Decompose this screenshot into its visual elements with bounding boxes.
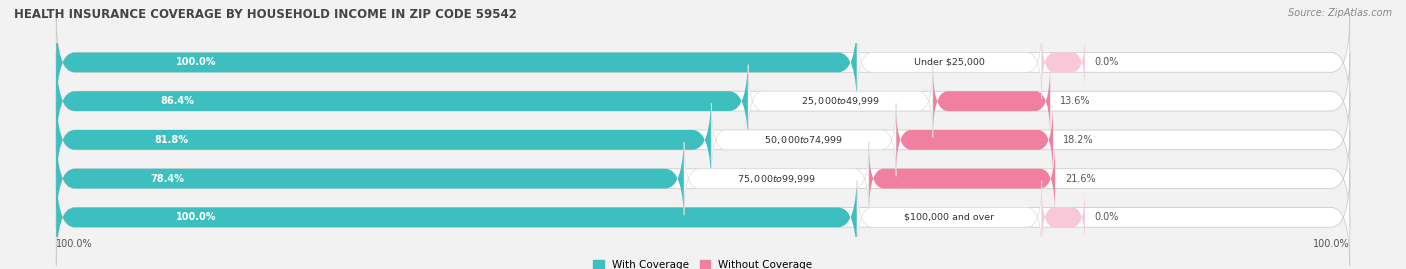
Text: $100,000 and over: $100,000 and over (904, 213, 994, 222)
Text: 21.6%: 21.6% (1064, 174, 1095, 184)
Legend: With Coverage, Without Coverage: With Coverage, Without Coverage (589, 256, 817, 269)
Text: Under $25,000: Under $25,000 (914, 58, 984, 67)
Text: 100.0%: 100.0% (1313, 239, 1350, 249)
Text: $25,000 to $49,999: $25,000 to $49,999 (801, 95, 880, 107)
FancyBboxPatch shape (56, 130, 1350, 227)
FancyBboxPatch shape (748, 65, 932, 138)
Text: 13.6%: 13.6% (1060, 96, 1091, 106)
Text: 0.0%: 0.0% (1095, 212, 1119, 222)
FancyBboxPatch shape (685, 142, 869, 215)
FancyBboxPatch shape (56, 92, 1350, 188)
FancyBboxPatch shape (869, 142, 1054, 215)
FancyBboxPatch shape (56, 92, 711, 188)
Text: Source: ZipAtlas.com: Source: ZipAtlas.com (1288, 8, 1392, 18)
Text: 100.0%: 100.0% (56, 239, 93, 249)
Text: HEALTH INSURANCE COVERAGE BY HOUSEHOLD INCOME IN ZIP CODE 59542: HEALTH INSURANCE COVERAGE BY HOUSEHOLD I… (14, 8, 517, 21)
FancyBboxPatch shape (932, 65, 1050, 138)
FancyBboxPatch shape (711, 103, 896, 176)
FancyBboxPatch shape (1042, 189, 1085, 246)
Text: 78.4%: 78.4% (150, 174, 184, 184)
FancyBboxPatch shape (858, 26, 1042, 99)
FancyBboxPatch shape (56, 53, 1350, 149)
FancyBboxPatch shape (858, 181, 1042, 254)
FancyBboxPatch shape (56, 14, 858, 111)
Text: 100.0%: 100.0% (176, 212, 217, 222)
Text: 0.0%: 0.0% (1095, 57, 1119, 68)
Text: 100.0%: 100.0% (176, 57, 217, 68)
FancyBboxPatch shape (1042, 34, 1085, 91)
FancyBboxPatch shape (896, 103, 1053, 176)
FancyBboxPatch shape (56, 169, 858, 266)
Text: $75,000 to $99,999: $75,000 to $99,999 (737, 173, 815, 185)
Text: 86.4%: 86.4% (160, 96, 194, 106)
FancyBboxPatch shape (56, 130, 685, 227)
Text: 81.8%: 81.8% (155, 135, 188, 145)
FancyBboxPatch shape (56, 14, 1350, 111)
Text: $50,000 to $74,999: $50,000 to $74,999 (763, 134, 844, 146)
FancyBboxPatch shape (56, 53, 748, 149)
Text: 18.2%: 18.2% (1063, 135, 1094, 145)
FancyBboxPatch shape (56, 169, 1350, 266)
